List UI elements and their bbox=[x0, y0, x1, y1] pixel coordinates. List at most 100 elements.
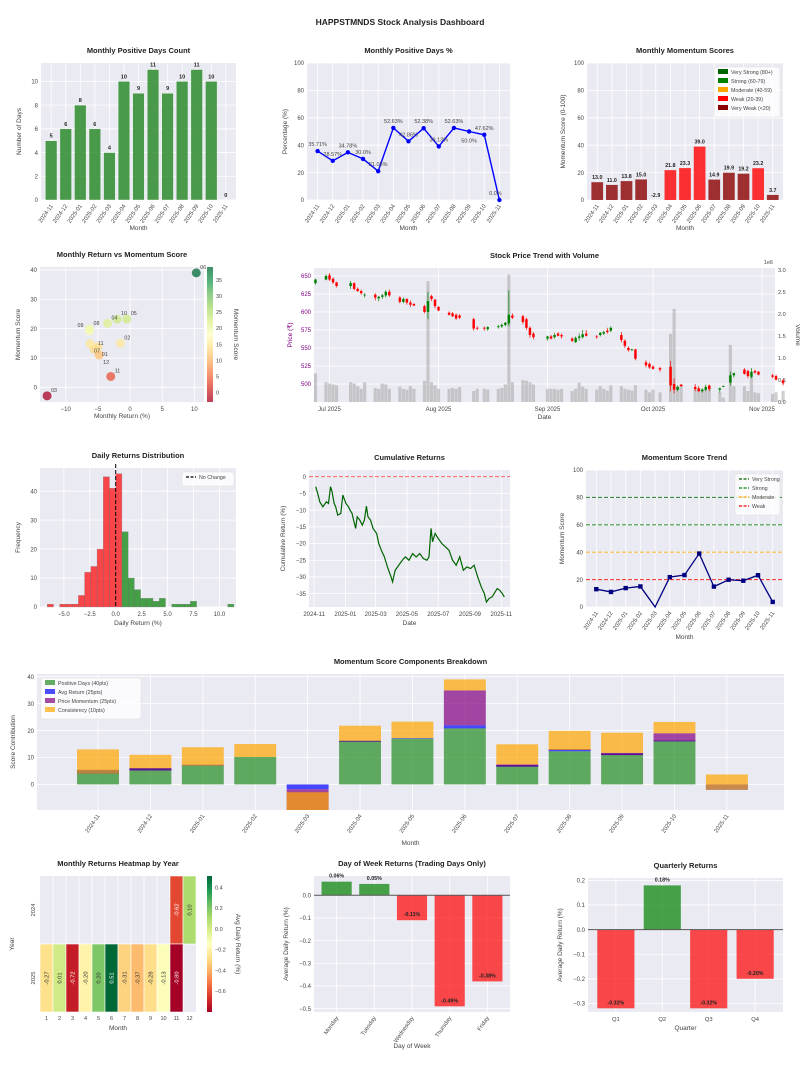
bar bbox=[664, 170, 677, 200]
x-tick-label: 3 bbox=[71, 1016, 74, 1022]
candle-body bbox=[454, 314, 458, 319]
bar-value-label: 10 bbox=[179, 74, 185, 80]
x-axis-label: Month bbox=[401, 840, 419, 847]
histogram-bar bbox=[140, 598, 147, 608]
candle-body bbox=[458, 315, 461, 318]
candle-body bbox=[679, 384, 683, 387]
candle-body bbox=[549, 336, 553, 339]
y-tick-label: −0.3 bbox=[573, 1002, 586, 1008]
x-tick-label: −5.0 bbox=[58, 612, 71, 618]
legend-swatch bbox=[718, 87, 728, 92]
y-tick-label: 525 bbox=[301, 364, 312, 370]
stacked-bar-segment bbox=[181, 765, 224, 785]
point-label: 06 bbox=[200, 265, 206, 271]
bar bbox=[606, 184, 618, 200]
cell-value-label: -0.20 bbox=[84, 971, 90, 984]
x-tick-label: 2024-11 bbox=[85, 814, 102, 835]
y-axis-label: Momentum Score bbox=[15, 308, 22, 360]
stacked-bar-segment bbox=[129, 768, 172, 785]
volume-bar bbox=[349, 382, 353, 402]
legend bbox=[713, 66, 781, 118]
data-label: 52.63% bbox=[445, 119, 464, 125]
data-label: 42.86% bbox=[399, 132, 418, 138]
stacked-bar-segment bbox=[391, 738, 434, 785]
candle-body bbox=[349, 283, 352, 287]
data-label: 47.62% bbox=[475, 126, 494, 132]
volume-bar bbox=[521, 380, 525, 402]
x-tick-label: 2025-09 bbox=[459, 612, 482, 618]
bar bbox=[59, 128, 72, 201]
data-point bbox=[623, 585, 628, 591]
bar bbox=[103, 152, 116, 201]
histogram-bar bbox=[152, 601, 160, 608]
chart-title: Monthly Positive Days % bbox=[364, 46, 453, 55]
x-axis-label: Monthly Return (%) bbox=[94, 413, 150, 420]
stacked-bar-segment bbox=[129, 768, 172, 771]
y-tick-label: −5 bbox=[299, 492, 307, 498]
plot-area bbox=[40, 267, 204, 402]
histogram-bar bbox=[127, 577, 135, 608]
y-tick-label: −35 bbox=[296, 592, 307, 598]
data-point bbox=[466, 129, 472, 134]
candle-body bbox=[556, 333, 560, 336]
candle-body bbox=[757, 371, 760, 375]
candle-body bbox=[634, 349, 637, 359]
candle-body bbox=[402, 298, 405, 302]
volume-bar bbox=[560, 388, 564, 402]
x-tick-label: 0 bbox=[128, 407, 132, 413]
bar bbox=[679, 168, 691, 200]
y-tick-label: −0.2 bbox=[573, 977, 586, 983]
x-tick-label: 2025-05 bbox=[396, 612, 419, 618]
volume-bar bbox=[531, 384, 536, 402]
point-label: 03 bbox=[51, 388, 57, 394]
y-tick-label: −0.1 bbox=[299, 916, 312, 922]
bar bbox=[723, 172, 735, 200]
y-tick-label: 60 bbox=[577, 116, 584, 122]
bar bbox=[132, 93, 145, 201]
y-axis-label: Number of Days bbox=[16, 107, 23, 155]
candle-body bbox=[669, 366, 672, 386]
plot-area bbox=[309, 470, 510, 607]
candle-body bbox=[570, 338, 574, 341]
x-tick-label: Q3 bbox=[705, 1017, 713, 1023]
colorbar-tick-label: 5 bbox=[216, 375, 219, 381]
volume-bar bbox=[458, 387, 462, 402]
y-tick-label: 0 bbox=[303, 475, 307, 481]
volume-bar bbox=[781, 391, 785, 402]
bar bbox=[472, 895, 503, 982]
x-tick-label: 10.0 bbox=[214, 612, 226, 618]
y-tick-label: 0.2 bbox=[577, 879, 586, 885]
candle-body bbox=[377, 296, 380, 299]
candle-body bbox=[472, 319, 475, 329]
volume-bar bbox=[327, 383, 332, 402]
cell-value-label: -0.13 bbox=[162, 971, 168, 984]
volume-bar bbox=[454, 388, 458, 402]
x-tick-label: 2025-08 bbox=[556, 814, 573, 835]
x-tick-label: 4 bbox=[84, 1016, 87, 1022]
legend-swatch bbox=[718, 96, 728, 101]
chart-9: Monthly Returns Heatmap by Year Month Year… bbox=[9, 859, 241, 1032]
volume-bar bbox=[770, 394, 775, 402]
stacked-bar-segment bbox=[601, 732, 644, 753]
candle-body bbox=[409, 302, 412, 305]
cell-value-label: -0.37 bbox=[136, 971, 142, 984]
volume-bar bbox=[334, 385, 339, 402]
x-tick-label: 2025-11 bbox=[490, 612, 512, 618]
data-label: 52.63% bbox=[384, 119, 403, 125]
axis-multiplier: 1e6 bbox=[764, 260, 773, 266]
volume-bar bbox=[426, 281, 430, 402]
volume-bar bbox=[707, 386, 711, 402]
scatter-point bbox=[94, 350, 104, 360]
volume-bar bbox=[373, 387, 377, 402]
bar-value-label: 6 bbox=[93, 122, 96, 128]
histogram-bar bbox=[190, 601, 197, 608]
stacked-bar-segment bbox=[339, 740, 381, 785]
candle-body bbox=[697, 388, 700, 392]
volume-bar bbox=[774, 392, 778, 402]
candle-body bbox=[722, 386, 725, 387]
candle-body bbox=[451, 313, 454, 317]
candle-body bbox=[398, 297, 402, 302]
volume-bar bbox=[749, 375, 754, 402]
x-axis-label: Month bbox=[129, 225, 147, 232]
colorbar-tick-label: 20 bbox=[216, 326, 222, 332]
